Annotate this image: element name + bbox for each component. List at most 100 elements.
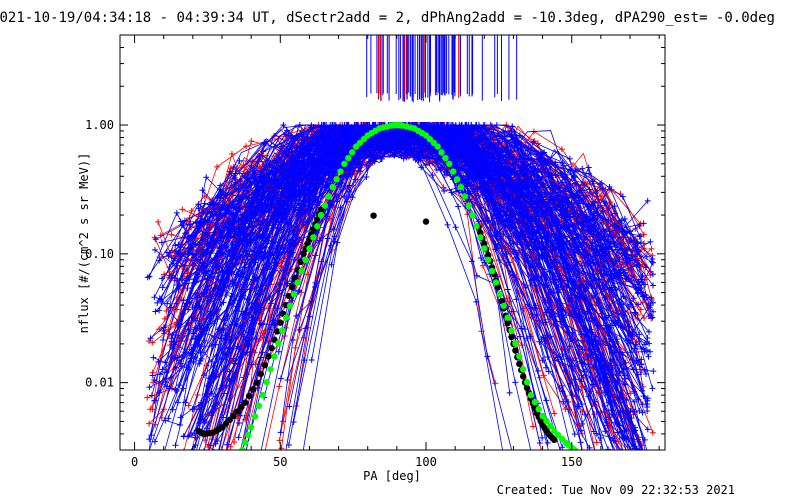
red-profiles-marker [582,179,589,186]
red-profiles-marker [583,467,589,473]
blue-profiles-marker [606,374,613,381]
blue-profiles-marker [644,334,651,341]
blue-profiles-marker [647,467,653,473]
blue-profiles-marker [298,183,305,190]
blue-profiles-marker [473,272,480,279]
blue-profiles-marker [172,442,179,449]
blue-profiles-marker [513,296,520,303]
blue-profiles-marker [642,281,649,288]
green-fit-point [496,290,504,298]
green-fit-point [512,340,519,347]
blue-profiles-marker [511,129,518,136]
blue-profiles-marker [536,194,543,201]
black-fit-point [253,379,261,386]
blue-profiles-marker [196,303,203,310]
blue-profiles-marker [257,320,264,327]
blue-profiles-marker [593,357,600,364]
blue-profiles-marker [647,302,654,309]
blue-profiles-marker [475,192,482,199]
data-layer [144,35,657,473]
black-fit-point [477,229,484,237]
green-fit-point [551,427,558,435]
blue-profiles-marker [173,262,180,269]
blue-profiles-marker [163,249,170,256]
blue-profiles-marker [239,182,246,189]
green-fit-point [535,405,542,413]
blue-profiles-marker [146,436,153,443]
blue-profiles-marker [296,287,303,294]
green-fit-point [516,353,523,360]
blue-profiles-marker [523,227,530,234]
blue-profiles-marker [481,130,488,137]
blue-profiles-marker [284,280,291,287]
blue-profiles-marker [604,422,611,429]
blue-profiles-marker [196,406,203,413]
blue-profiles-marker [194,271,201,278]
black-fit-point [512,347,519,354]
red-profiles-marker [243,143,250,150]
blue-profiles-marker [543,234,550,241]
green-fit-point [531,398,539,406]
red-profiles-marker [227,165,234,172]
red-profiles-marker [149,339,156,346]
blue-profiles-marker [589,178,596,185]
blue-profiles-marker [160,327,167,334]
blue-profiles-marker [225,345,232,352]
blue-profiles-marker [334,239,341,246]
blue-profiles-marker [638,279,645,286]
blue-profiles-marker [231,297,238,304]
blue-profiles-marker [169,331,176,338]
blue-profiles-marker [188,233,195,240]
blue-profiles-marker [642,341,649,348]
blue-profiles-marker [649,271,656,278]
blue-profiles-marker [567,213,574,220]
blue-profiles-marker [232,170,239,177]
blue-profiles-marker [602,200,609,207]
blue-profiles-marker [614,317,621,324]
blue-profiles-marker [616,368,623,375]
blue-profiles-marker [311,198,318,205]
green-fit-point [255,402,263,410]
plot-frame [119,34,666,451]
green-fit-point [446,160,453,168]
blue-profiles-marker [357,168,364,175]
blue-profiles-marker [603,467,609,473]
blue-profiles-marker [650,259,657,266]
blue-profiles-marker [542,222,549,229]
blue-profiles-marker [174,399,181,406]
black-fit-point [484,252,492,259]
blue-profiles-marker [314,201,321,208]
blue-profiles-marker [236,420,243,427]
blue-profiles-marker [166,272,173,279]
blue-profiles-marker [189,467,195,473]
green-fit-point [434,143,441,150]
red-profiles-marker [520,305,527,312]
blue-profiles-marker [650,368,657,375]
blue-profiles-marker [192,354,199,361]
blue-profiles-marker [478,255,485,262]
blue-profiles-marker [616,456,622,462]
blue-profiles-marker [554,264,561,271]
blue-profiles-marker [636,331,643,338]
red-profiles-marker [214,163,221,170]
blue-profiles-marker [639,272,646,279]
blue-profiles-marker [177,414,184,421]
red-profiles-marker [204,467,210,473]
blue-profiles-marker [422,162,429,169]
blue-profiles-marker [512,379,519,386]
blue-profiles-marker [589,215,596,222]
blue-profiles-marker [648,258,655,265]
blue-profiles-marker [523,335,530,342]
green-fit-point [302,256,309,264]
blue-profiles-marker [637,232,644,239]
blue-profiles-marker [323,213,330,220]
blue-profiles-marker [568,192,575,199]
blue-profiles-marker [638,467,644,473]
red-profiles-marker [633,452,639,458]
blue-profiles-marker [567,265,574,272]
blue-profiles-marker [627,228,634,235]
blue-profiles-marker [281,244,288,251]
black-fit-point [265,353,272,360]
blue-profiles-marker [595,299,602,306]
blue-profiles-marker [550,321,557,328]
